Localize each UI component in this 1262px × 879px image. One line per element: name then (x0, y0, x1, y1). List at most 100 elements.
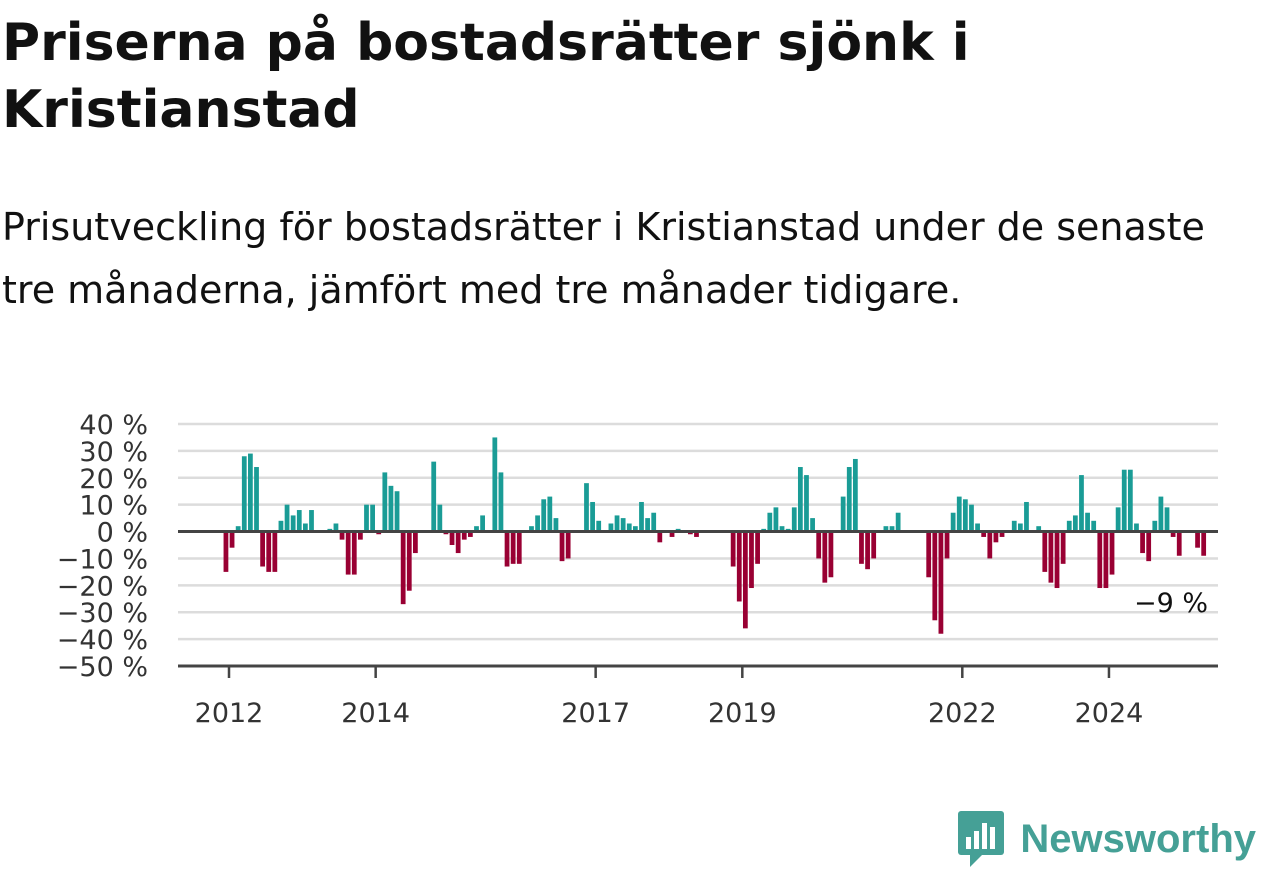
bar (669, 531, 675, 537)
bar (944, 531, 950, 559)
bar (492, 437, 498, 532)
bar (351, 531, 357, 575)
x-tick-label: 2014 (341, 698, 410, 729)
bar (235, 526, 241, 532)
bar (284, 504, 290, 532)
bar (828, 531, 834, 578)
bar (394, 491, 400, 532)
bar (248, 453, 253, 532)
y-tick-label: −40 % (57, 625, 148, 656)
axes (178, 530, 1218, 668)
bar (736, 531, 742, 602)
bar (1097, 531, 1103, 589)
bar (871, 531, 877, 559)
y-tick-label: 0 % (97, 518, 148, 549)
bar (504, 531, 510, 567)
y-tick-label: 30 % (79, 437, 148, 468)
bar (1091, 520, 1097, 532)
bar (223, 531, 229, 572)
bar (406, 531, 412, 591)
bar (810, 518, 815, 532)
y-tick-label: 40 % (79, 410, 148, 441)
bar (431, 461, 437, 532)
bar (333, 523, 339, 532)
bar (632, 526, 638, 532)
x-axis-ticks: 2012 2014 2017 2019 2022 2024 (195, 666, 1143, 729)
bar (260, 531, 265, 567)
bar (1127, 469, 1133, 532)
y-axis-ticks: 40 %30 %20 %10 %0 %−10 %−20 %−30 %−40 %−… (57, 410, 148, 683)
bar (657, 531, 663, 543)
bar (229, 531, 235, 548)
bar (779, 526, 785, 532)
bar (584, 483, 589, 532)
bar (950, 512, 956, 532)
x-tick-label: 2019 (708, 698, 777, 729)
bar (358, 531, 363, 540)
bar (290, 515, 296, 532)
bar (816, 531, 822, 559)
x-tick-label: 2017 (561, 698, 630, 729)
bar (1048, 531, 1054, 583)
bar (852, 458, 858, 532)
bar (388, 485, 394, 532)
y-tick-label: −20 % (57, 571, 148, 602)
bar (565, 531, 571, 559)
bar (755, 531, 760, 564)
bar (1103, 531, 1109, 589)
newsworthy-chart-bubble-icon (958, 811, 1005, 867)
bar (339, 531, 345, 540)
bar (773, 507, 779, 532)
bar (797, 467, 803, 532)
bar (749, 531, 754, 589)
newsworthy-logo: Newsworthy (956, 807, 1256, 871)
bar (553, 518, 559, 532)
last-value-label: −9 % (1134, 588, 1208, 619)
bar (883, 526, 889, 532)
bar-chart: 40 %30 %20 %10 %0 %−10 %−20 %−30 %−40 %−… (57, 410, 1218, 729)
bar (859, 531, 864, 564)
logo-text: Newsworthy (1020, 816, 1256, 861)
grid-lines (178, 422, 1218, 641)
bar (455, 531, 461, 554)
bars (223, 437, 1207, 634)
bar (962, 499, 968, 532)
bar (272, 531, 278, 572)
bar (241, 456, 247, 532)
bar (730, 531, 736, 567)
bar (498, 472, 504, 532)
bar (1201, 531, 1207, 556)
bar (620, 518, 626, 532)
bar (645, 518, 650, 532)
bar (865, 531, 870, 570)
bar (413, 531, 418, 554)
bar (956, 496, 962, 532)
bar (345, 531, 351, 575)
y-tick-label: −30 % (57, 598, 148, 629)
bar (969, 504, 974, 532)
bar (614, 515, 620, 532)
bar (382, 472, 388, 532)
bar (303, 523, 308, 532)
bar (1170, 531, 1176, 537)
bar (846, 467, 852, 532)
bar (1152, 520, 1158, 532)
bar (370, 504, 375, 532)
bar (1195, 531, 1200, 548)
bar (1140, 531, 1145, 554)
bar (559, 531, 565, 562)
bar (547, 496, 553, 532)
bar (1109, 531, 1115, 575)
bar (1115, 507, 1121, 532)
bar (309, 510, 314, 532)
bar (1085, 512, 1090, 532)
bar (480, 515, 485, 532)
y-tick-label: −10 % (57, 544, 148, 575)
bar (1146, 531, 1152, 562)
bar (461, 531, 467, 540)
bar (1079, 475, 1084, 532)
bar (791, 507, 797, 532)
bar (840, 496, 846, 532)
bar (1060, 531, 1066, 564)
bar (767, 512, 773, 532)
